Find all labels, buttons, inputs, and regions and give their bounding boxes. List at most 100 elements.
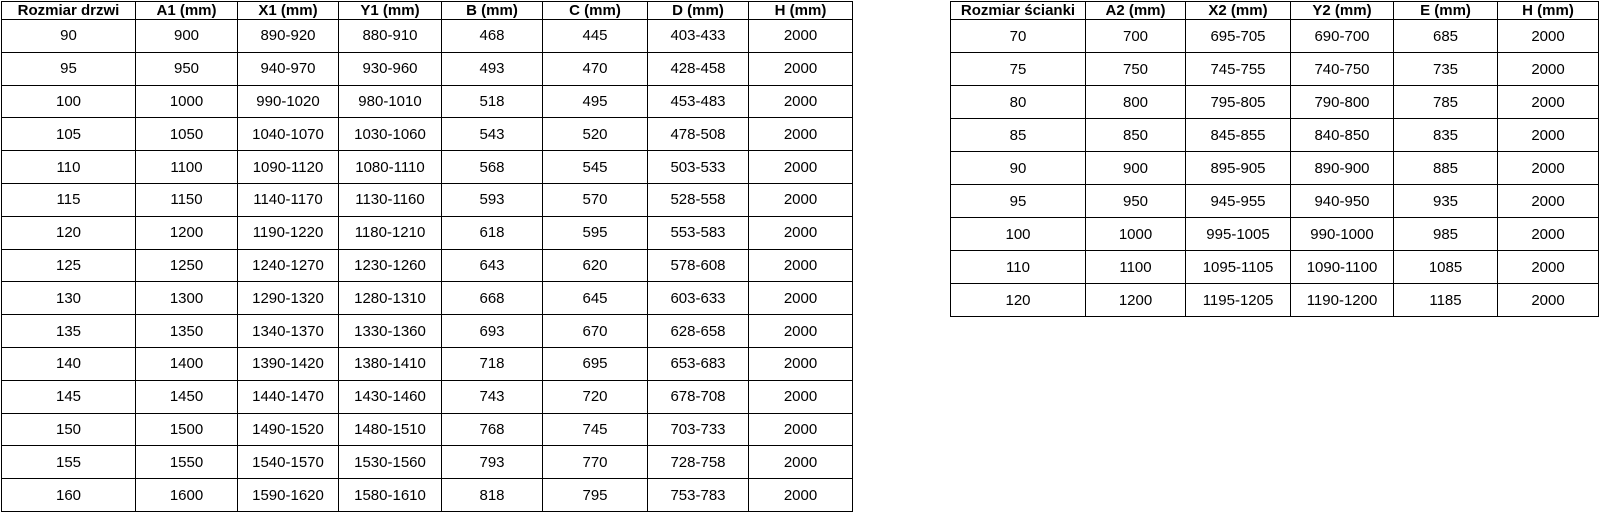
table-cell: 1530-1560 bbox=[338, 445, 442, 480]
table-cell: 980-1010 bbox=[338, 84, 442, 119]
table-cell: 743 bbox=[441, 379, 543, 414]
table-cell: 2000 bbox=[748, 117, 853, 152]
table-row: 140 1400 1390-1420 1380-1410 718 695 653-683 20… bbox=[1, 346, 853, 381]
table-cell: 2000 bbox=[748, 346, 853, 381]
table-cell: 445 bbox=[542, 19, 648, 53]
table-row: 70 700 695-705 690-700 685 2000 bbox=[950, 19, 1599, 53]
table-cell: 1195-1205 bbox=[1185, 283, 1291, 317]
table-row: 105 1050 1040-1070 1030-1060 543 520 478-508 20… bbox=[1, 117, 853, 152]
table-cell: 1350 bbox=[135, 314, 238, 348]
table-cell: 1490-1520 bbox=[237, 412, 339, 447]
table-cell: 1330-1360 bbox=[338, 314, 442, 348]
table-row: 80 800 795-805 790-800 785 2000 bbox=[950, 85, 1599, 119]
table-cell: 2000 bbox=[1497, 85, 1599, 119]
table-row: 95 950 940-970 930-960 493 470 428-458 2000 bbox=[1, 51, 853, 86]
column-header: Y1 (mm) bbox=[338, 1, 442, 20]
table-cell: 468 bbox=[441, 19, 543, 53]
table-cell: 935 bbox=[1393, 184, 1498, 218]
table-cell: 100 bbox=[950, 217, 1086, 251]
table-row: 145 1450 1440-1470 1430-1460 743 720 678-708 20… bbox=[1, 379, 853, 414]
table-cell: 528-558 bbox=[647, 182, 749, 217]
door-table-header-row: Rozmiar drzwi A1 (mm) X1 (mm) Y1 (mm) B (mm)… bbox=[1, 1, 853, 20]
table-cell: 1090-1120 bbox=[237, 150, 339, 184]
table-cell: 1050 bbox=[135, 117, 238, 152]
table-cell: 1380-1410 bbox=[338, 346, 442, 381]
table-row: 120 1200 1190-1220 1180-1210 618 595 553-583 20… bbox=[1, 215, 853, 250]
table-cell: 628-658 bbox=[647, 314, 749, 348]
table-cell: 793 bbox=[441, 445, 543, 480]
column-header: A2 (mm) bbox=[1085, 1, 1186, 20]
table-cell: 2000 bbox=[1497, 250, 1599, 284]
table-cell: 795-805 bbox=[1185, 85, 1291, 119]
table-cell: 478-508 bbox=[647, 117, 749, 152]
table-cell: 890-900 bbox=[1290, 151, 1394, 185]
column-header: A1 (mm) bbox=[135, 1, 238, 20]
table-cell: 1440-1470 bbox=[237, 379, 339, 414]
table-cell: 785 bbox=[1393, 85, 1498, 119]
door-dimensions-table: Rozmiar drzwi A1 (mm) X1 (mm) Y1 (mm) B (mm)… bbox=[1, 1, 853, 512]
panel-table-header-row: Rozmiar ścianki A2 (mm) X2 (mm) Y2 (mm) E (m… bbox=[950, 1, 1599, 20]
table-cell: 995-1005 bbox=[1185, 217, 1291, 251]
table-cell: 125 bbox=[1, 248, 136, 283]
table-cell: 2000 bbox=[1497, 52, 1599, 86]
table-cell: 1095-1105 bbox=[1185, 250, 1291, 284]
table-cell: 940-970 bbox=[237, 51, 339, 86]
table-cell: 1250 bbox=[135, 248, 238, 283]
table-cell: 668 bbox=[441, 281, 543, 316]
table-cell: 685 bbox=[1393, 19, 1498, 53]
table-cell: 930-960 bbox=[338, 51, 442, 86]
table-cell: 2000 bbox=[748, 412, 853, 447]
table-row: 100 1000 995-1005 990-1000 985 2000 bbox=[950, 217, 1599, 251]
table-cell: 1340-1370 bbox=[237, 314, 339, 348]
table-cell: 1140-1170 bbox=[237, 182, 339, 217]
table-cell: 140 bbox=[1, 346, 136, 381]
table-cell: 2000 bbox=[748, 19, 853, 53]
table-row: 95 950 945-955 940-950 935 2000 bbox=[950, 184, 1599, 218]
table-row: 135 1350 1340-1370 1330-1360 693 670 628-658 20… bbox=[1, 314, 853, 348]
table-cell: 1200 bbox=[1085, 283, 1186, 317]
table-cell: 1200 bbox=[135, 215, 238, 250]
table-cell: 2000 bbox=[748, 445, 853, 480]
table-cell: 1430-1460 bbox=[338, 379, 442, 414]
table-cell: 2000 bbox=[748, 478, 853, 512]
table-cell: 1000 bbox=[1085, 217, 1186, 251]
table-cell: 518 bbox=[441, 84, 543, 119]
table-cell: 770 bbox=[542, 445, 648, 480]
table-cell: 1150 bbox=[135, 182, 238, 217]
table-cell: 703-733 bbox=[647, 412, 749, 447]
table-cell: 1580-1610 bbox=[338, 478, 442, 512]
table-cell: 1040-1070 bbox=[237, 117, 339, 152]
table-cell: 595 bbox=[542, 215, 648, 250]
table-cell: 985 bbox=[1393, 217, 1498, 251]
table-cell: 1000 bbox=[135, 84, 238, 119]
table-cell: 653-683 bbox=[647, 346, 749, 381]
table-cell: 880-910 bbox=[338, 19, 442, 53]
table-cell: 990-1000 bbox=[1290, 217, 1394, 251]
table-cell: 2000 bbox=[748, 215, 853, 250]
table-cell: 120 bbox=[950, 283, 1086, 317]
table-row: 110 1100 1095-1105 1090-1100 1085 2000 bbox=[950, 250, 1599, 284]
table-cell: 95 bbox=[950, 184, 1086, 218]
table-cell: 1190-1200 bbox=[1290, 283, 1394, 317]
table-cell: 543 bbox=[441, 117, 543, 152]
table-cell: 950 bbox=[135, 51, 238, 86]
table-cell: 493 bbox=[441, 51, 543, 86]
table-cell: 735 bbox=[1393, 52, 1498, 86]
table-cell: 945-955 bbox=[1185, 184, 1291, 218]
table-cell: 1185 bbox=[1393, 283, 1498, 317]
table-cell: 1080-1110 bbox=[338, 150, 442, 184]
table-cell: 645 bbox=[542, 281, 648, 316]
table-cell: 885 bbox=[1393, 151, 1498, 185]
table-cell: 990-1020 bbox=[237, 84, 339, 119]
table-cell: 553-583 bbox=[647, 215, 749, 250]
table-cell: 470 bbox=[542, 51, 648, 86]
table-cell: 95 bbox=[1, 51, 136, 86]
table-cell: 603-633 bbox=[647, 281, 749, 316]
table-cell: 693 bbox=[441, 314, 543, 348]
table-cell: 643 bbox=[441, 248, 543, 283]
table-row: 120 1200 1195-1205 1190-1200 1185 2000 bbox=[950, 283, 1599, 317]
table-row: 115 1150 1140-1170 1130-1160 593 570 528-558 20… bbox=[1, 182, 853, 217]
table-cell: 753-783 bbox=[647, 478, 749, 512]
table-row: 85 850 845-855 840-850 835 2000 bbox=[950, 118, 1599, 152]
table-cell: 1190-1220 bbox=[237, 215, 339, 250]
